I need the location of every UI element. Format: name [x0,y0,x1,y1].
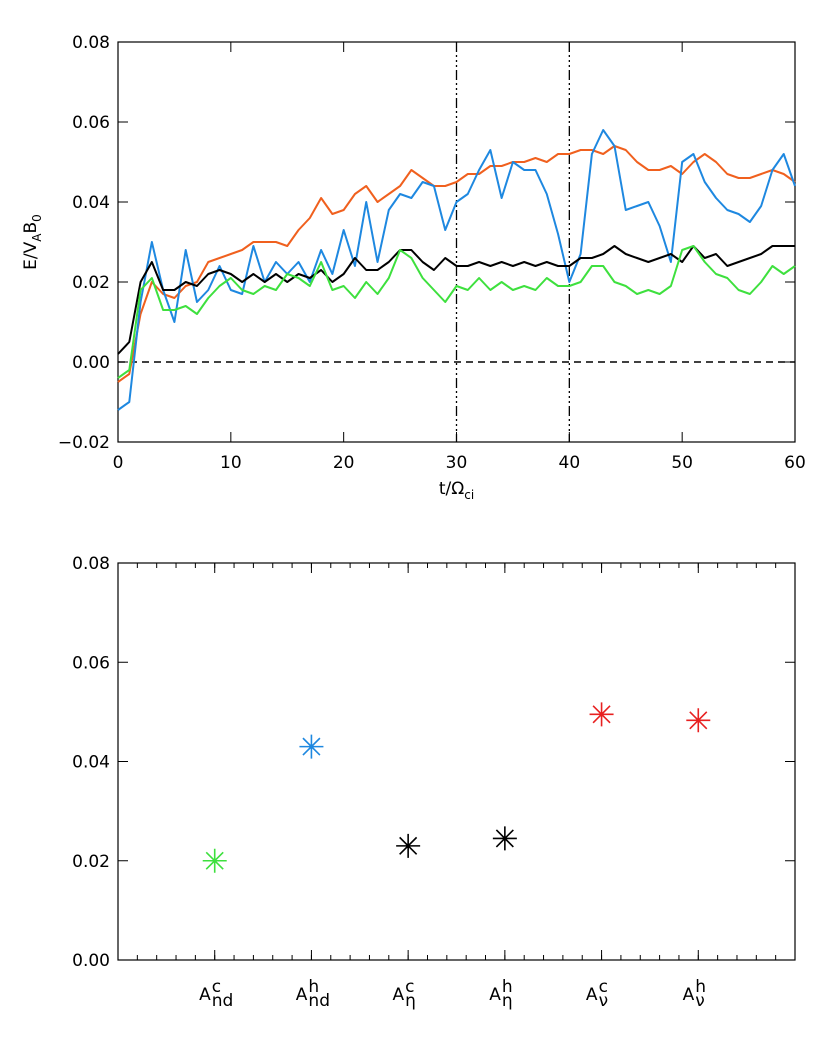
x-tick-label-sup: h [695,977,706,997]
y-tick-label: 0.08 [72,33,110,53]
point [686,708,711,733]
x-tick-label: A [393,985,405,1005]
x-tick-label: 30 [446,453,468,473]
point [299,734,324,759]
y-tick-label: 0.06 [72,113,110,133]
plot-frame [117,562,796,961]
y-tick-label: 0.00 [72,353,110,373]
x-tick-label: 50 [671,453,693,473]
x-tick-label: 40 [559,453,581,473]
x-tick-label: A [199,985,211,1005]
x-tick-label-sup: c [212,977,221,997]
x-tick-label: 0 [113,453,124,473]
y-tick-label: 0.06 [72,653,110,673]
x-tick-label: A [683,985,695,1005]
point [492,826,517,851]
x-tick-label-sub: nd [212,991,234,1011]
x-tick-label-sup: c [405,977,414,997]
x-tick-label: A [296,985,308,1005]
series-line [117,145,796,383]
y-axis-label-part: 0 [30,214,44,222]
x-tick-label: A [489,985,501,1005]
series-line [117,245,795,355]
x-tick-label-sub: ν [695,991,705,1011]
series-line [117,245,796,379]
x-tick-label-sub: η [502,991,513,1011]
y-tick-label: 0.04 [72,193,110,213]
y-axis-label-part: B [21,222,41,234]
x-tick-label-sup: h [502,977,513,997]
y-tick-label: −0.02 [58,433,110,453]
x-axis-label-part: ci [464,488,474,502]
x-axis-label-part: t/Ω [439,479,464,499]
y-tick-label: 0.02 [72,852,110,872]
y-tick-label: 0.04 [72,753,110,773]
x-tick-label-sub: ν [599,991,609,1011]
y-axis-label: E/VAB0 [21,214,44,270]
x-tick-label-sub: nd [308,991,330,1011]
x-tick-label: 60 [784,453,806,473]
x-tick-label: A [586,985,598,1005]
y-axis-label-part: A [30,233,44,242]
x-tick-label: 20 [333,453,355,473]
x-tick-label-sup: c [599,977,608,997]
x-tick-label-sup: h [308,977,319,997]
y-tick-label: 0.00 [72,951,110,971]
point [202,848,227,873]
point [396,833,421,858]
x-tick-label-sub: η [405,991,416,1011]
y-tick-label: 0.08 [72,554,110,574]
point [589,702,614,727]
y-tick-label: 0.02 [72,273,110,293]
series-line [117,129,796,411]
x-tick-label: 10 [220,453,242,473]
y-axis-label-part: E/V [21,241,41,269]
x-axis-label: t/Ωci [439,479,474,502]
